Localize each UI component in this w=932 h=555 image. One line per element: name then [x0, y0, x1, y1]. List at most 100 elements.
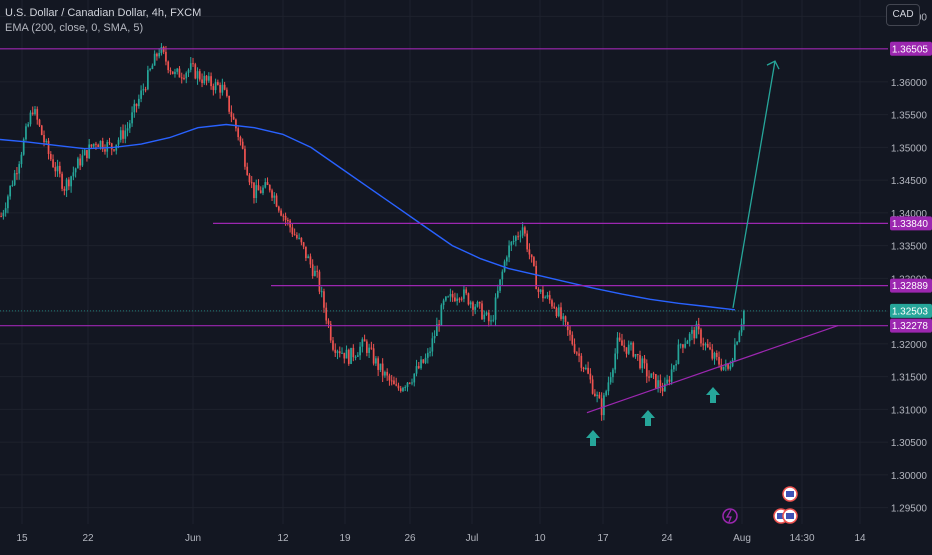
candle-body	[729, 366, 732, 369]
candle-body	[169, 70, 172, 72]
candle-body	[492, 319, 495, 321]
candle-body	[13, 173, 16, 185]
candle-body	[189, 63, 192, 70]
candle-body	[537, 289, 540, 292]
candle-body	[311, 264, 314, 276]
candle-body	[235, 119, 237, 129]
candle-body	[469, 302, 472, 305]
level-price-label: 1.36505	[892, 44, 929, 55]
candle-body	[22, 139, 25, 155]
candle-body	[709, 347, 711, 350]
candle-body	[264, 182, 267, 188]
candle-body	[431, 338, 434, 352]
candle-body	[463, 289, 465, 299]
candle-body	[623, 345, 626, 348]
candle-body	[641, 358, 644, 369]
candle-body	[9, 185, 12, 197]
candle-body	[438, 324, 440, 326]
level-price-label: 1.32278	[892, 321, 929, 332]
level-price-tag	[890, 41, 932, 56]
candle-body	[582, 367, 585, 370]
time-tick-label: 15	[16, 533, 28, 544]
candle-body	[61, 173, 63, 189]
candle-body	[736, 342, 738, 345]
candle-body	[167, 61, 170, 71]
level-price-label: 1.33840	[892, 219, 929, 230]
price-tick-label: 1.30500	[891, 438, 928, 449]
time-tick-label: Jul	[466, 533, 479, 544]
candle-body	[661, 388, 664, 392]
candle-body	[101, 140, 104, 150]
candle-body	[481, 303, 483, 320]
candle-body	[578, 353, 580, 356]
level-price-tag	[890, 318, 932, 333]
up-arrow-marker	[586, 430, 600, 446]
candle-body	[54, 167, 57, 172]
candle-body	[110, 143, 113, 150]
time-tick-label: 14:30	[789, 533, 814, 544]
candle-body	[494, 297, 497, 320]
flag-icon	[777, 513, 785, 519]
candle-body	[408, 382, 411, 384]
candle-body	[56, 165, 59, 172]
candle-body	[445, 296, 447, 301]
candle-body	[697, 323, 700, 330]
candle-body	[456, 298, 459, 302]
candle-body	[280, 210, 282, 216]
candle-body	[83, 150, 86, 156]
candle-body	[221, 84, 224, 93]
candle-body	[517, 236, 519, 238]
candle-body	[557, 307, 560, 317]
ema-line	[0, 123, 736, 311]
candle-body	[183, 77, 185, 79]
candle-body	[668, 379, 671, 382]
candle-body	[196, 71, 199, 79]
candle-body	[49, 153, 52, 160]
candle-body	[600, 398, 603, 416]
candle-body	[259, 190, 262, 194]
candle-body	[587, 367, 589, 374]
price-tick-label: 1.32000	[891, 340, 928, 351]
candle-body	[589, 373, 592, 380]
symbol-title[interactable]: U.S. Dollar / Canadian Dollar, 4h, FXCM	[5, 7, 202, 19]
current-price-tag	[890, 303, 932, 318]
candle-body	[521, 227, 524, 236]
candle-body	[609, 377, 612, 383]
candle-body	[365, 341, 368, 353]
candle-body	[334, 349, 337, 353]
event-lightning-icon[interactable]	[722, 508, 738, 524]
candle-body	[16, 173, 18, 175]
candle-body	[36, 109, 39, 120]
candle-body	[411, 382, 413, 384]
candle-body	[99, 140, 102, 147]
candle-body	[198, 71, 201, 80]
candle-body	[327, 320, 330, 324]
candle-body	[4, 208, 7, 213]
candle-body	[569, 330, 571, 335]
candle-body	[79, 158, 82, 166]
price-tick-label: 1.29500	[891, 504, 928, 515]
time-tick-label: 19	[339, 533, 351, 544]
candle-body	[239, 137, 242, 142]
candle-body	[575, 352, 578, 354]
candle-body	[124, 130, 127, 139]
candle-body	[291, 227, 294, 235]
candle-body	[636, 354, 639, 356]
candle-body	[627, 344, 630, 354]
candle-body	[104, 149, 106, 152]
level-price-tag	[890, 278, 932, 293]
indicator-label[interactable]: EMA (200, close, 0, SMA, 5)	[5, 22, 144, 34]
candle-body	[510, 241, 513, 246]
candle-body	[654, 374, 657, 388]
candle-body	[447, 296, 449, 298]
currency-button[interactable]: CAD	[886, 4, 920, 26]
time-tick-label: 24	[661, 533, 673, 544]
candle-body	[268, 184, 271, 191]
candle-body	[232, 116, 235, 120]
candle-body	[201, 79, 203, 84]
candle-body	[621, 340, 623, 346]
candle-body	[302, 242, 305, 247]
candle-body	[47, 140, 50, 154]
